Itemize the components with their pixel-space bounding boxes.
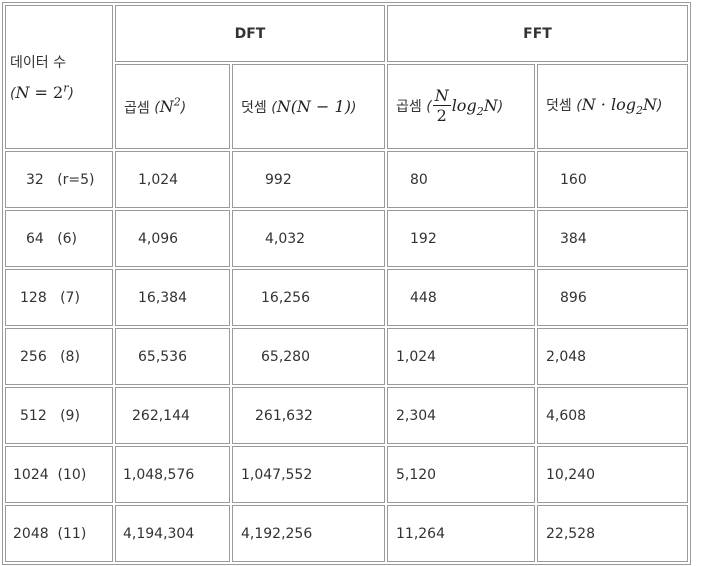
table-row: 512 (9) 262,144 261,632 2,304 4,608 (5, 387, 688, 444)
dft-add-cell: 16,256 (232, 269, 385, 326)
fft-add-cell: 10,240 (537, 446, 688, 503)
data-count-cell: 128 (7) (5, 269, 113, 326)
dft-multiply-cell: 4,096 (115, 210, 230, 267)
dft-add-header: 덧셈 (N(N − 1)) (232, 64, 385, 149)
fft-multiply-cell: 5,120 (387, 446, 535, 503)
comparison-table-container: 데이터 수 (N = 2r) DFT FFT 곱셈 (N2) 덧셈 (N(N −… (2, 2, 691, 565)
fft-multiply-cell: 448 (387, 269, 535, 326)
fft-add-cell: 2,048 (537, 328, 688, 385)
data-count-cell: 64 (6) (5, 210, 113, 267)
dft-add-cell: 4,192,256 (232, 505, 385, 562)
fft-add-cell: 4,608 (537, 387, 688, 444)
fft-add-cell: 896 (537, 269, 688, 326)
table-row: 1024 (10) 1,048,576 1,047,552 5,120 10,2… (5, 446, 688, 503)
fft-multiply-cell: 80 (387, 151, 535, 208)
data-count-cell: 2048 (11) (5, 505, 113, 562)
dft-add-cell: 65,280 (232, 328, 385, 385)
fft-add-cell: 160 (537, 151, 688, 208)
header-row-groups: 데이터 수 (N = 2r) DFT FFT (5, 5, 688, 149)
data-count-cell: 32 (r=5) (5, 151, 113, 208)
dft-add-cell: 261,632 (232, 387, 385, 444)
dft-multiply-cell: 65,536 (115, 328, 230, 385)
dft-group-header: DFT (115, 5, 385, 62)
dft-multiply-cell: 16,384 (115, 269, 230, 326)
fft-multiply-header: 곱셈 (N 2 log2N) (387, 64, 535, 149)
data-count-label: 데이터 수 (10, 54, 66, 71)
table-row: 128 (7) 16,384 16,256 448 896 (5, 269, 688, 326)
dft-fft-comparison-table: 데이터 수 (N = 2r) DFT FFT 곱셈 (N2) 덧셈 (N(N −… (2, 2, 691, 565)
dft-add-cell: 1,047,552 (232, 446, 385, 503)
dft-multiply-header: 곱셈 (N2) (115, 64, 230, 149)
fft-add-cell: 384 (537, 210, 688, 267)
fft-multiply-cell: 1,024 (387, 328, 535, 385)
data-count-header: 데이터 수 (N = 2r) (5, 5, 113, 149)
fft-multiply-cell: 11,264 (387, 505, 535, 562)
fft-multiply-cell: 192 (387, 210, 535, 267)
header-row-operations: 곱셈 (N2) 덧셈 (N(N − 1)) 곱셈 (N 2 log2N) 덧셈 (N… (5, 64, 688, 149)
dft-multiply-cell: 4,194,304 (115, 505, 230, 562)
data-count-formula: (N = 2r) (10, 81, 74, 103)
fft-multiply-cell: 2,304 (387, 387, 535, 444)
table-row: 64 (6) 4,096 4,032 192 384 (5, 210, 688, 267)
table-row: 32 (r=5) 1,024 992 80 160 (5, 151, 688, 208)
dft-add-cell: 992 (232, 151, 385, 208)
fft-add-header: 덧셈 (N · log2N) (537, 64, 688, 149)
data-count-cell: 1024 (10) (5, 446, 113, 503)
table-row: 256 (8) 65,536 65,280 1,024 2,048 (5, 328, 688, 385)
dft-multiply-cell: 1,024 (115, 151, 230, 208)
dft-multiply-cell: 1,048,576 (115, 446, 230, 503)
fft-group-header: FFT (387, 5, 688, 62)
data-count-cell: 256 (8) (5, 328, 113, 385)
fft-add-cell: 22,528 (537, 505, 688, 562)
table-row: 2048 (11) 4,194,304 4,192,256 11,264 22,… (5, 505, 688, 562)
dft-multiply-cell: 262,144 (115, 387, 230, 444)
data-count-cell: 512 (9) (5, 387, 113, 444)
dft-add-cell: 4,032 (232, 210, 385, 267)
